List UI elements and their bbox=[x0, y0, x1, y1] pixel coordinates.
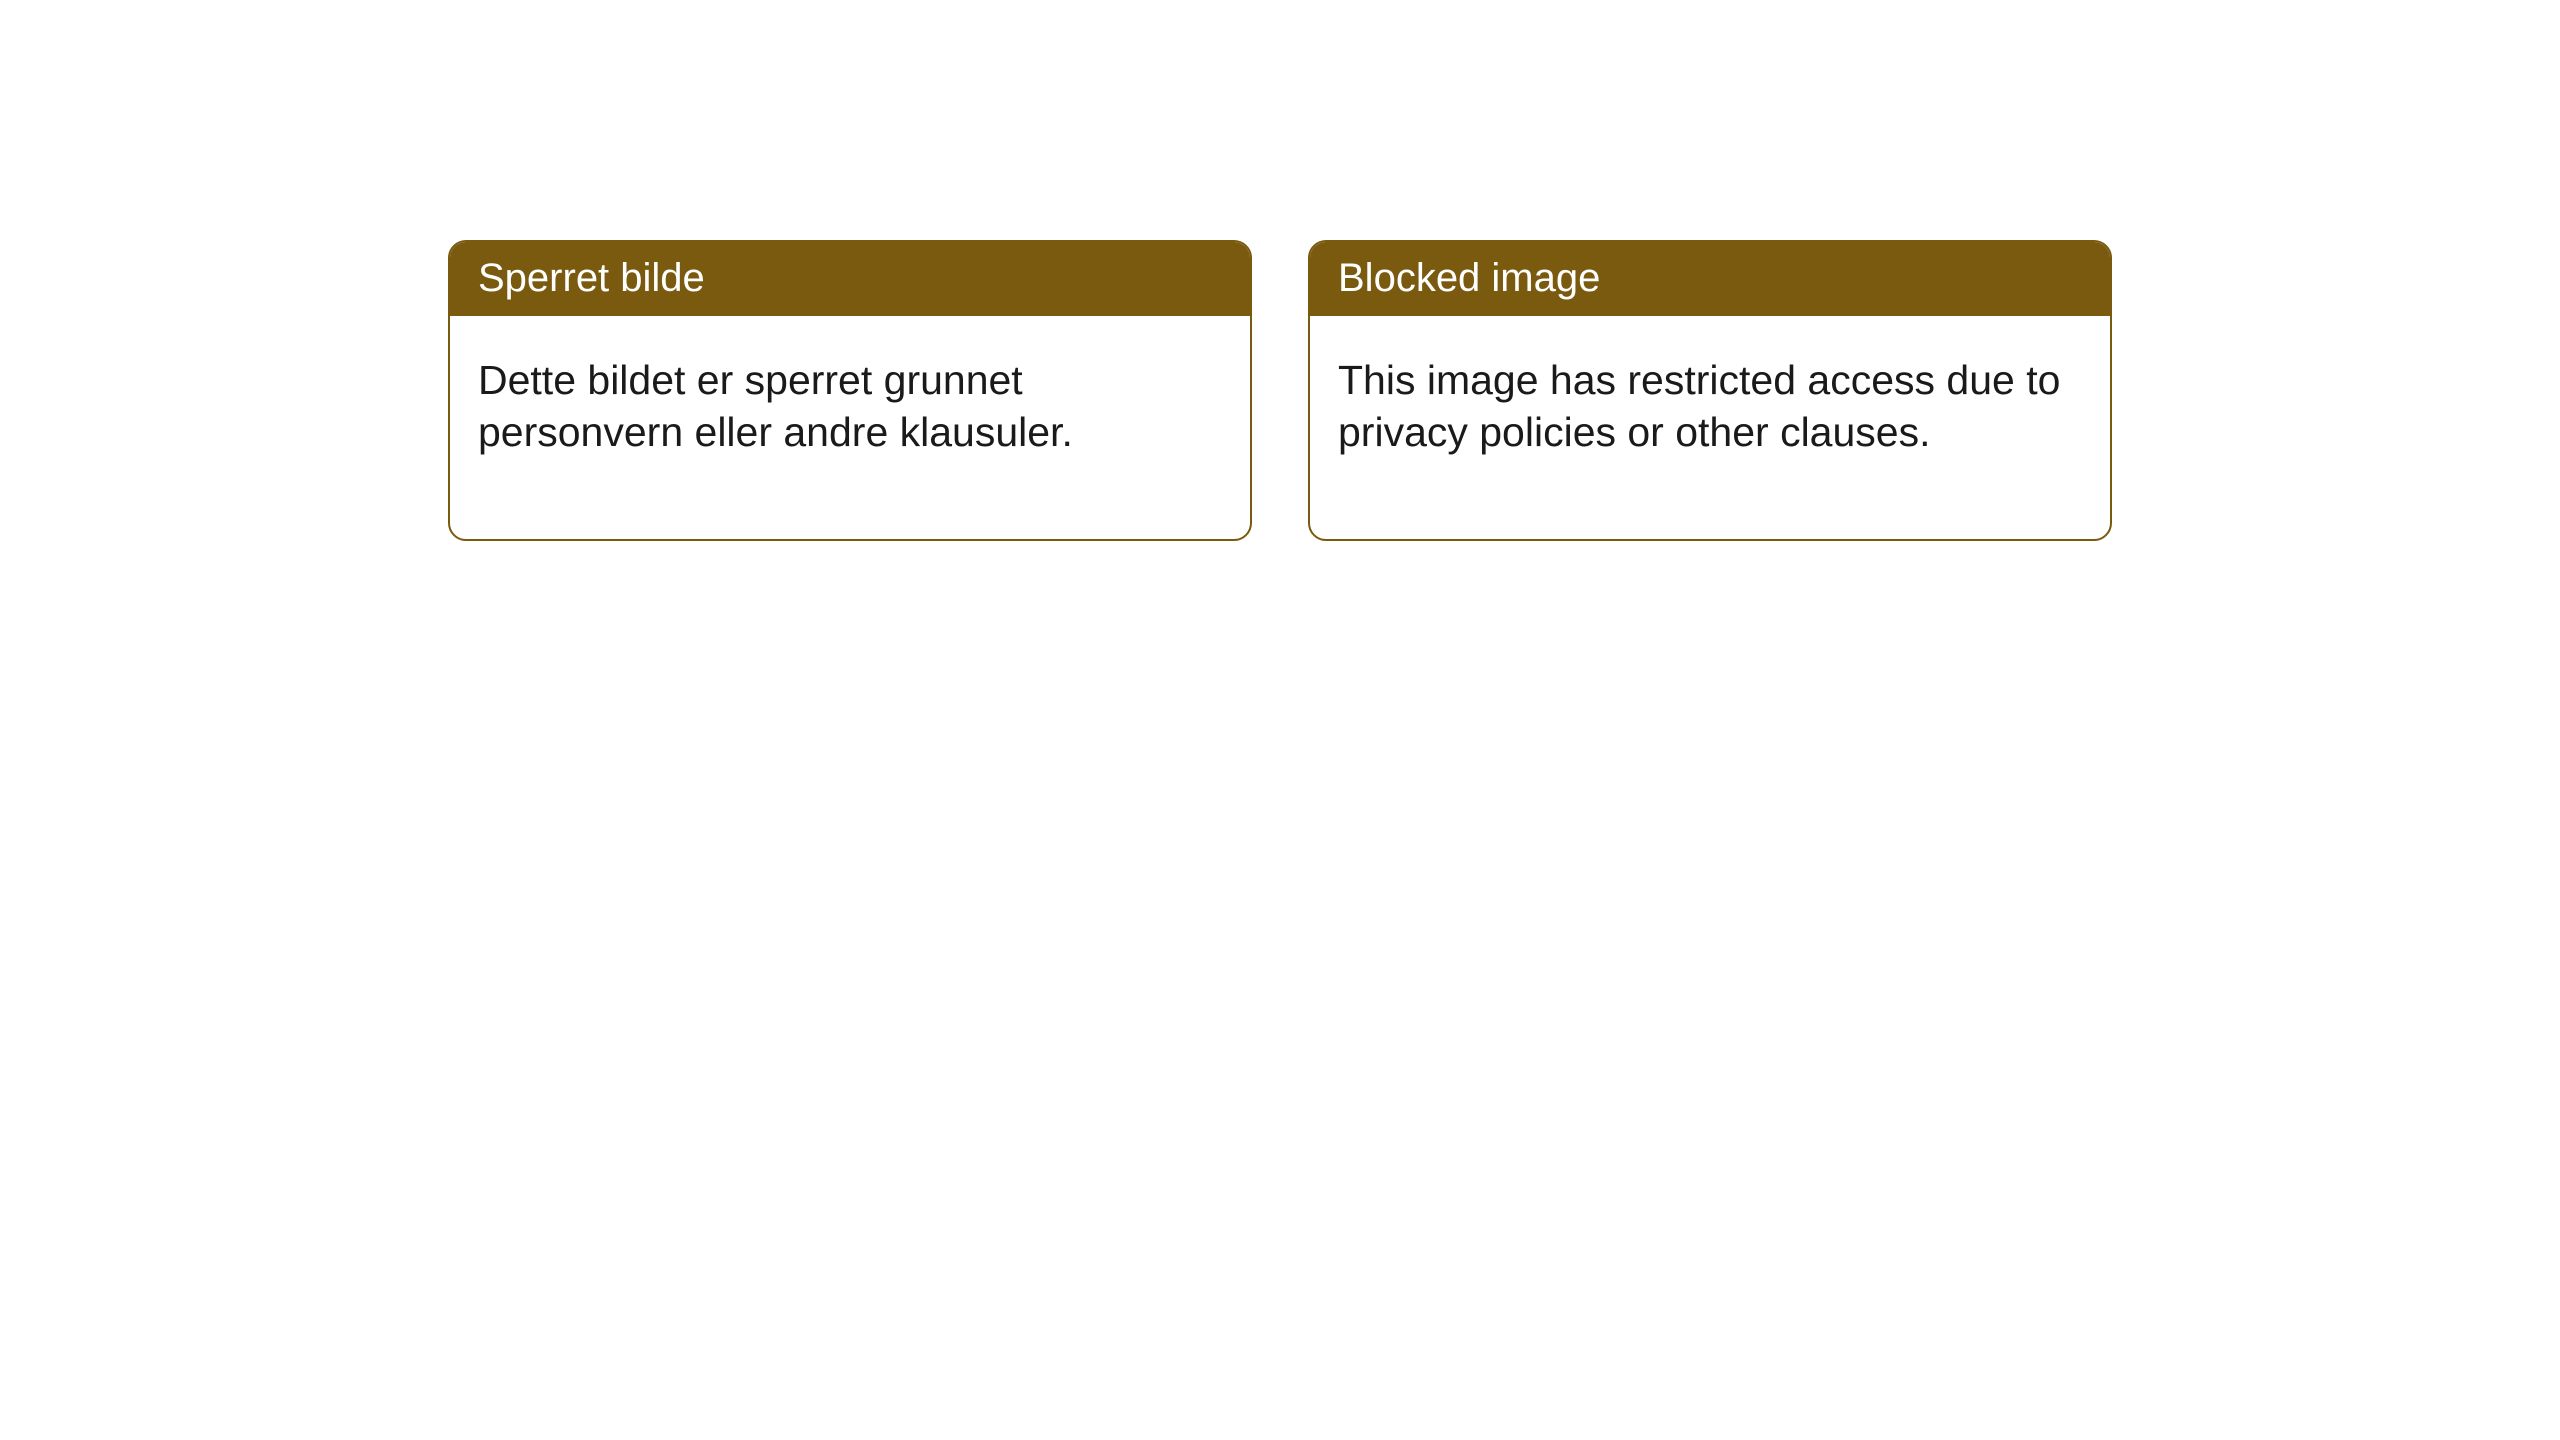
card-body-en: This image has restricted access due to … bbox=[1310, 316, 2110, 539]
blocked-image-card-en: Blocked image This image has restricted … bbox=[1308, 240, 2112, 541]
card-title-no: Sperret bilde bbox=[450, 242, 1250, 316]
card-body-no: Dette bildet er sperret grunnet personve… bbox=[450, 316, 1250, 539]
blocked-image-card-no: Sperret bilde Dette bildet er sperret gr… bbox=[448, 240, 1252, 541]
notice-container: Sperret bilde Dette bildet er sperret gr… bbox=[0, 0, 2560, 541]
card-title-en: Blocked image bbox=[1310, 242, 2110, 316]
